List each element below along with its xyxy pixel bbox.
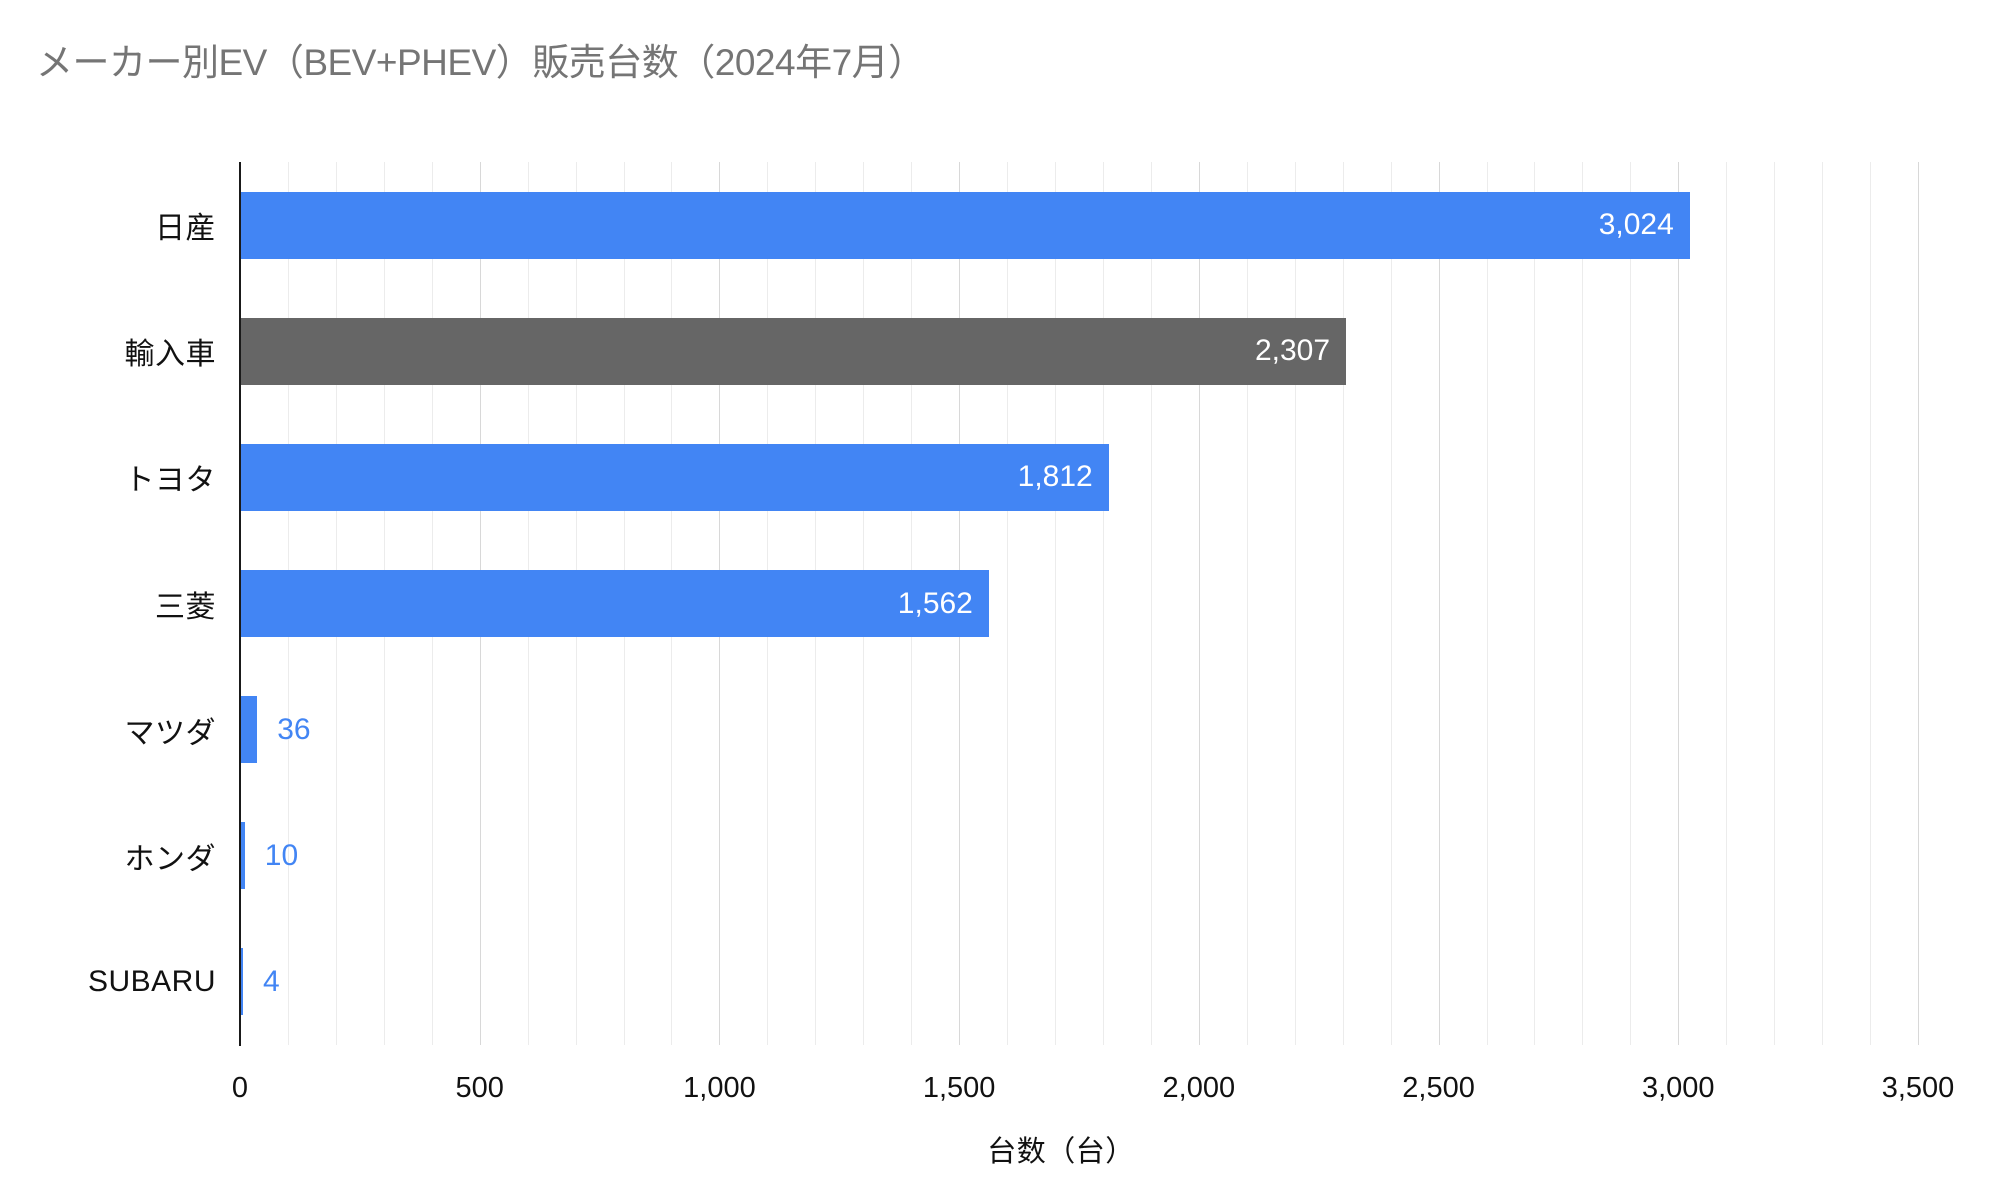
x-tick-label: 3,000	[1641, 1072, 1715, 1104]
category-label: 日産	[155, 212, 216, 246]
gridline-minor	[1774, 162, 1776, 1045]
category-label: ホンダ	[124, 842, 216, 876]
x-tick-label: 0	[231, 1072, 249, 1104]
gridline-minor	[1630, 162, 1632, 1045]
gridline-minor	[1294, 162, 1296, 1045]
bar[interactable]	[240, 948, 243, 1016]
category-label: 輸入車	[124, 338, 216, 372]
gridline-minor	[1486, 162, 1488, 1045]
bar-row[interactable]: 10	[240, 822, 1918, 890]
bar-value-label: 3,024	[1598, 208, 1674, 242]
bar-row[interactable]: 3,024	[240, 191, 1918, 259]
x-tick-label: 1,500	[922, 1072, 996, 1104]
bar-value-label: 36	[277, 712, 311, 746]
bar-row[interactable]: 1,562	[240, 570, 1918, 637]
bar[interactable]	[240, 696, 258, 764]
bar[interactable]	[240, 317, 1347, 385]
x-tick-label: 2,000	[1162, 1072, 1236, 1104]
bar-value-label: 2,307	[1254, 334, 1331, 368]
gridline-minor	[1150, 162, 1152, 1045]
gridline-minor	[1342, 162, 1344, 1045]
bar-row[interactable]: 2,307	[240, 317, 1918, 385]
category-label: SUBARU	[87, 964, 216, 998]
gridline-minor	[1822, 162, 1824, 1045]
category-label: トヨタ	[124, 464, 216, 498]
bar-value-label: 1,812	[1017, 460, 1093, 494]
x-tick-label: 1,000	[683, 1072, 756, 1104]
bar[interactable]	[240, 822, 245, 890]
bar-value-label: 1,562	[897, 586, 973, 620]
gridline-minor	[1007, 162, 1009, 1045]
x-axis-title: 台数（台）	[0, 1128, 1998, 1170]
x-tick-label: 500	[455, 1072, 504, 1104]
gridline-minor	[1534, 162, 1536, 1045]
gridline-minor	[1870, 162, 1872, 1045]
bar-value-label: 10	[264, 838, 299, 872]
bar[interactable]	[240, 570, 989, 637]
gridline-major	[1198, 162, 1200, 1045]
bar[interactable]	[240, 443, 1109, 511]
x-axis-title-text: 台数（台）	[987, 1136, 1135, 1168]
category-label: 三菱	[155, 590, 216, 624]
bar-value-label: 4	[263, 964, 280, 998]
bar-row[interactable]: 36	[240, 696, 1918, 764]
gridline-minor	[1246, 162, 1248, 1045]
bar-row[interactable]: 4	[240, 948, 1918, 1016]
category-label: マツダ	[124, 716, 216, 750]
gridline-major	[1438, 162, 1440, 1045]
gridline-major	[1678, 162, 1680, 1045]
bar[interactable]	[240, 191, 1690, 259]
gridline-minor	[1726, 162, 1728, 1045]
gridline-minor	[1055, 162, 1057, 1045]
gridline-minor	[1102, 162, 1104, 1045]
plot-area: 3,024 2,307 1,812 1,562 36 10 4	[240, 162, 1919, 1045]
gridline-minor	[1582, 162, 1584, 1045]
x-tick-label: 3,500	[1881, 1072, 1955, 1104]
gridline-major	[1918, 162, 1919, 1045]
y-axis-line	[239, 162, 241, 1046]
bar-row[interactable]: 1,812	[240, 443, 1918, 511]
x-tick-label: 2,500	[1402, 1072, 1475, 1104]
chart-title: メーカー別EV（BEV+PHEV）販売台数（2024年7月）	[36, 42, 925, 83]
gridline-minor	[1390, 162, 1392, 1045]
